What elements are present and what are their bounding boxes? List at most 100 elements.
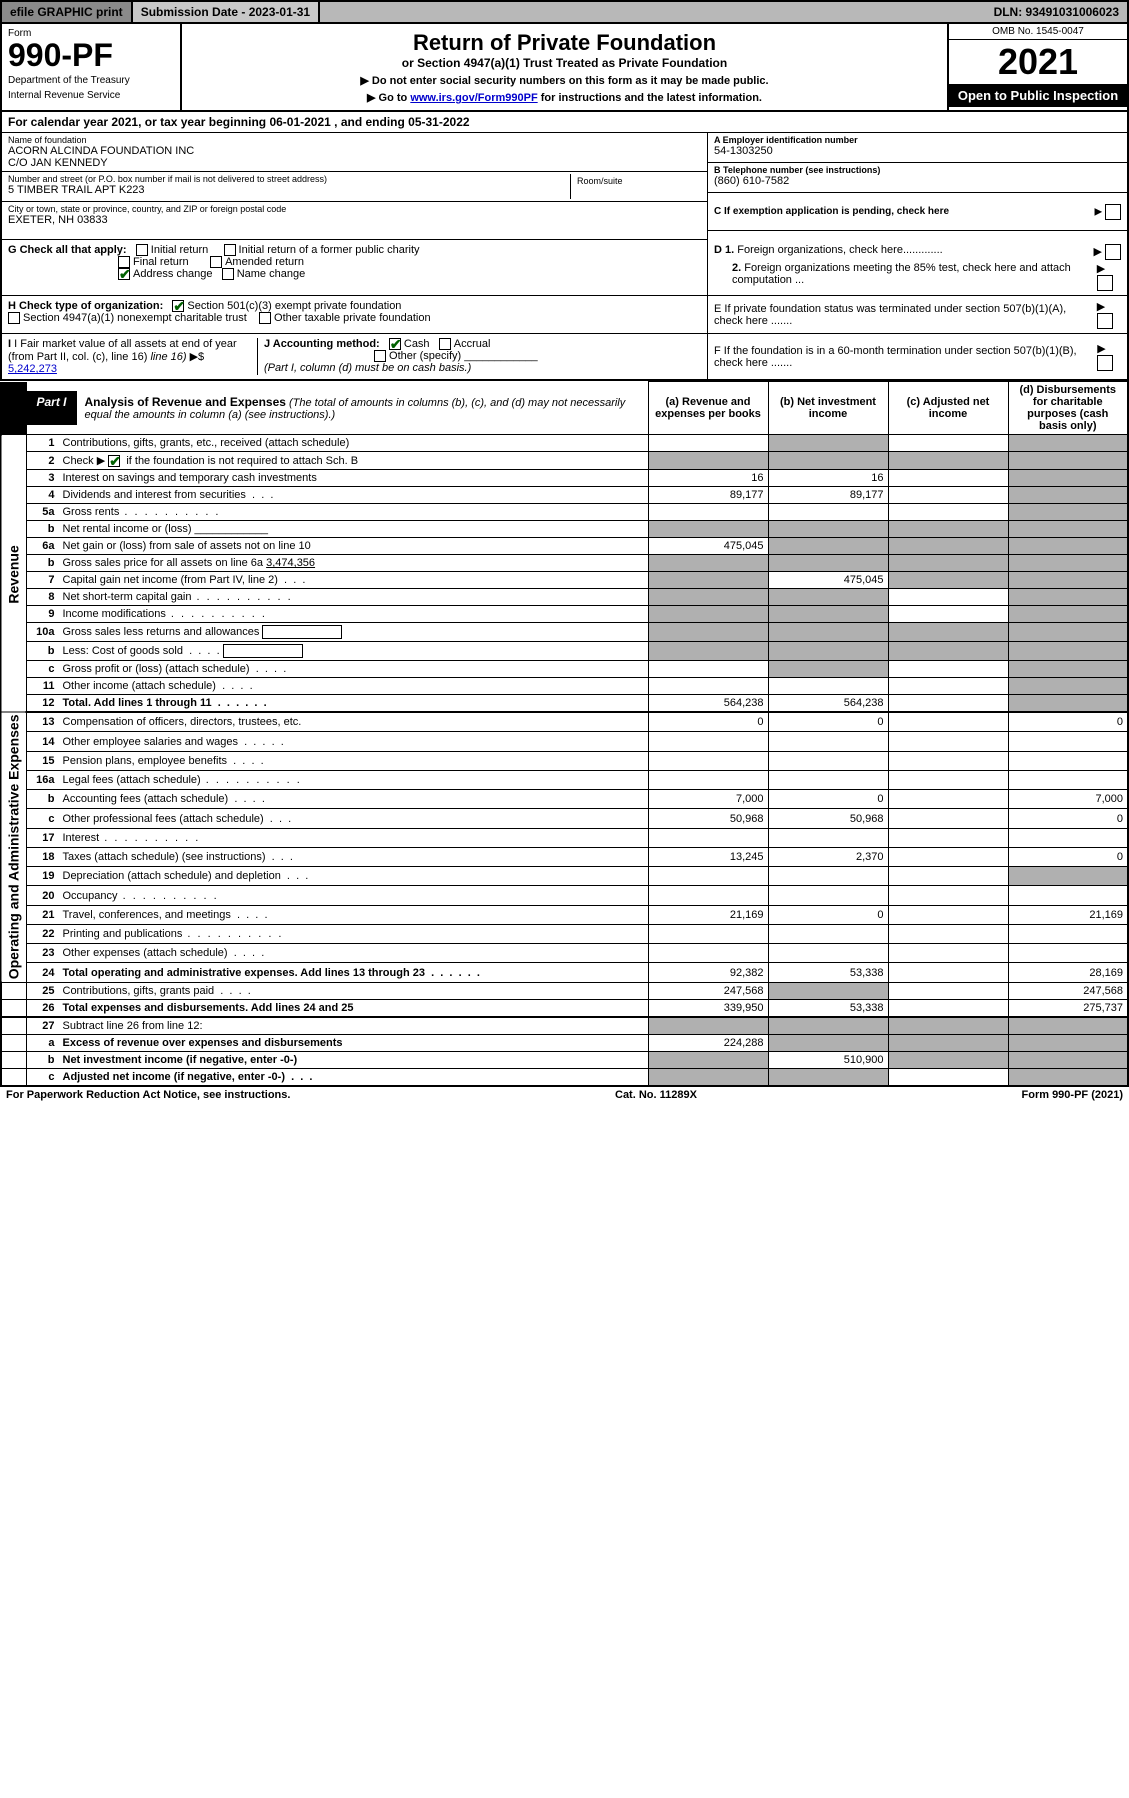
d2-checkbox[interactable] [1097,275,1113,291]
form-subtitle: or Section 4947(a)(1) Trust Treated as P… [190,56,939,70]
sec501-checkbox[interactable] [172,300,184,312]
phone-value: (860) 610-7582 [714,175,1121,187]
row-9: Income modifications [59,606,649,623]
form-title: Return of Private Foundation [190,30,939,56]
initial-return-checkbox[interactable] [136,244,148,256]
other-method-checkbox[interactable] [374,350,386,362]
dln: DLN: 93491031006023 [986,2,1127,22]
row-21: Travel, conferences, and meetings . . . … [59,905,649,924]
h-label: H Check type of organization: [8,300,163,312]
d1-label: D 1. Foreign organizations, check here..… [714,244,943,260]
row-16c: Other professional fees (attach schedule… [59,809,649,828]
open-to-public: Open to Public Inspection [949,84,1127,107]
street-label: Number and street (or P.O. box number if… [8,174,570,184]
form-header: Form 990-PF Department of the Treasury I… [0,24,1129,112]
irs-link[interactable]: www.irs.gov/Form990PF [410,92,537,104]
row-7: Capital gain net income (from Part IV, l… [59,572,649,589]
row-1: Contributions, gifts, grants, etc., rece… [59,435,649,452]
ein-label: A Employer identification number [714,135,1121,145]
row-27b: Net investment income (if negative, ente… [59,1051,649,1068]
row-15: Pension plans, employee benefits . . . . [59,751,649,770]
row-8: Net short-term capital gain [59,589,649,606]
amended-return-checkbox[interactable] [210,256,222,268]
exemption-pending-label: C If exemption application is pending, c… [714,206,949,217]
cash-checkbox[interactable] [389,338,401,350]
footer: For Paperwork Reduction Act Notice, see … [0,1087,1129,1103]
row-18: Taxes (attach schedule) (see instruction… [59,847,649,866]
row-2: Check ▶ if the foundation is not require… [59,452,649,470]
expenses-side-label: Operating and Administrative Expenses [1,712,27,982]
footer-left: For Paperwork Reduction Act Notice, see … [6,1089,290,1101]
row-23: Other expenses (attach schedule) . . . . [59,944,649,963]
row-3: Interest on savings and temporary cash i… [59,470,649,487]
row-19: Depreciation (attach schedule) and deple… [59,867,649,886]
city-label: City or town, state or province, country… [8,204,701,214]
row-24: Total operating and administrative expen… [59,963,649,982]
tax-year: 2021 [949,40,1127,84]
row-10b: Less: Cost of goods sold . . . . [59,642,649,661]
irs-text: Internal Revenue Service [8,90,174,101]
omb-number: OMB No. 1545-0047 [949,24,1127,40]
sec4947-checkbox[interactable] [8,312,20,324]
row-5b: Net rental income or (loss) ____________ [59,521,649,538]
accrual-checkbox[interactable] [439,338,451,350]
row-14: Other employee salaries and wages . . . … [59,732,649,751]
e-checkbox[interactable] [1097,313,1113,329]
row-10c: Gross profit or (loss) (attach schedule)… [59,661,649,678]
efile-print-button[interactable]: efile GRAPHIC print [2,2,133,22]
d1-checkbox[interactable] [1105,244,1121,260]
footer-right: Form 990-PF (2021) [1022,1089,1124,1101]
footer-center: Cat. No. 11289X [615,1089,697,1101]
d2-label: 2. Foreign organizations meeting the 85%… [714,262,1097,291]
name-change-checkbox[interactable] [222,268,234,280]
address-change-checkbox[interactable] [118,268,130,280]
identification-block: Name of foundation ACORN ALCINDA FOUNDAT… [0,133,1129,240]
street-address: 5 TIMBER TRAIL APT K223 [8,184,570,196]
instruction-1: ▶ Do not enter social security numbers o… [190,74,939,87]
row-27a: Excess of revenue over expenses and disb… [59,1034,649,1051]
col-d-header: (d) Disbursements for charitable purpose… [1008,382,1128,435]
row-20: Occupancy [59,886,649,905]
form-number: 990-PF [8,39,174,71]
department-text: Department of the Treasury [8,75,174,86]
care-of: C/O JAN KENNEDY [8,157,701,169]
j-note: (Part I, column (d) must be on cash basi… [264,362,471,374]
name-label: Name of foundation [8,135,701,145]
city-value: EXETER, NH 03833 [8,214,701,226]
row-16a: Legal fees (attach schedule) [59,770,649,789]
foundation-name: ACORN ALCINDA FOUNDATION INC [8,145,701,157]
part1-label: Part I [27,391,77,425]
section-ijf: I I Fair market value of all assets at e… [0,334,1129,381]
col-b-header: (b) Net investment income [768,382,888,435]
submission-date: Submission Date - 2023-01-31 [133,2,320,22]
calendar-year-line: For calendar year 2021, or tax year begi… [0,112,1129,133]
row-22: Printing and publications [59,924,649,943]
col-c-header: (c) Adjusted net income [888,382,1008,435]
other-taxable-checkbox[interactable] [259,312,271,324]
ein-value: 54-1303250 [714,145,1121,157]
row-10a: Gross sales less returns and allowances [59,623,649,642]
instruction-2: ▶ Go to www.irs.gov/Form990PF for instru… [190,91,939,104]
row-13: Compensation of officers, directors, tru… [59,712,649,732]
initial-former-checkbox[interactable] [224,244,236,256]
i-label: I [8,338,11,350]
section-h-e: H Check type of organization: Section 50… [0,296,1129,334]
row-16b: Accounting fees (attach schedule) . . . … [59,790,649,809]
col-a-header: (a) Revenue and expenses per books [648,382,768,435]
exemption-checkbox[interactable] [1105,204,1121,220]
sch-b-checkbox[interactable] [108,455,120,467]
row-17: Interest [59,828,649,847]
row-11: Other income (attach schedule) . . . . [59,678,649,695]
room-suite-label: Room/suite [577,176,695,186]
f-checkbox[interactable] [1097,355,1113,371]
row-26: Total expenses and disbursements. Add li… [59,999,649,1017]
phone-label: B Telephone number (see instructions) [714,165,1121,175]
part1-title: Analysis of Revenue and Expenses [85,395,286,409]
row-4: Dividends and interest from securities .… [59,487,649,504]
f-label: F If the foundation is in a 60-month ter… [714,345,1097,369]
fmv-value[interactable]: 5,242,273 [8,363,57,375]
top-bar: efile GRAPHIC print Submission Date - 20… [0,0,1129,24]
row-27c: Adjusted net income (if negative, enter … [59,1068,649,1086]
row-6a: Net gain or (loss) from sale of assets n… [59,538,649,555]
row-5a: Gross rents [59,504,649,521]
